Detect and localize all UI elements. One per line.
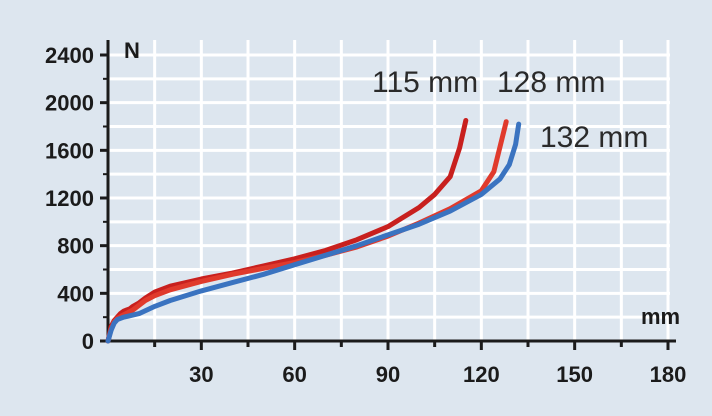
series-lines (105, 118, 522, 344)
series-line-1 (105, 119, 509, 344)
series-label-132mm: 132 mm (540, 121, 648, 154)
x-tick-label: 30 (189, 362, 213, 387)
y-tick-labels: 0 400 800 1200 1600 2000 2400 (45, 43, 94, 354)
x-tick-label: 60 (282, 362, 306, 387)
series-line-0 (105, 118, 469, 344)
grid (108, 40, 670, 341)
x-axis-unit-label: mm (641, 304, 680, 329)
x-tick-label: 150 (556, 362, 593, 387)
series-label-128mm: 128 mm (497, 66, 605, 99)
y-tick-label: 2000 (45, 91, 94, 116)
y-tick-label: 1600 (45, 138, 94, 163)
axes: N mm (100, 38, 680, 350)
y-axis-unit-label: N (124, 38, 140, 63)
series-labels: 115 mm 128 mm 132 mm (372, 66, 648, 154)
x-tick-label: 180 (650, 362, 687, 387)
y-tick-label: 2400 (45, 43, 94, 68)
y-tick-label: 0 (82, 329, 94, 354)
series-label-115mm: 115 mm (372, 66, 478, 99)
y-tick-label: 1200 (45, 186, 94, 211)
x-tick-label: 90 (376, 362, 400, 387)
y-tick-label: 800 (57, 234, 94, 259)
x-tick-label: 120 (463, 362, 500, 387)
x-tick-labels: 30 60 90 120 150 180 (189, 362, 686, 387)
series-line-2 (105, 121, 522, 344)
y-tick-label: 400 (57, 281, 94, 306)
